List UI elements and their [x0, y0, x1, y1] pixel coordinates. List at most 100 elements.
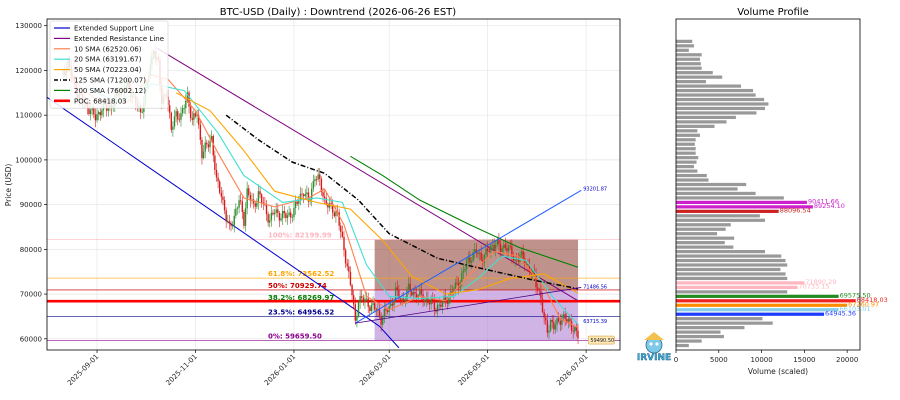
candle-body: [469, 257, 471, 263]
candle-body: [498, 239, 500, 245]
fib-level-label: 0%: 59659.50: [268, 332, 322, 340]
volume-bar-label: 64945.36: [825, 309, 856, 317]
volume-bar: [676, 66, 702, 70]
volume-bar: [676, 115, 736, 120]
candle-body: [315, 179, 318, 181]
candle-body: [517, 259, 520, 262]
volume-bar: [676, 308, 839, 312]
volume-bar: [676, 281, 805, 285]
x-tick-label: 2026-03-01: [358, 353, 392, 387]
candle-body: [428, 302, 431, 305]
volume-bar: [676, 84, 742, 88]
candle-body: [515, 259, 518, 260]
candle-body: [383, 308, 386, 318]
candle-body: [378, 309, 381, 317]
candle-body: [357, 302, 360, 317]
candle-body: [170, 112, 172, 130]
candle-body: [440, 304, 442, 307]
resistance-line: [156, 47, 579, 302]
candle-body: [351, 285, 353, 296]
volume-bar: [676, 196, 784, 200]
candle-body: [238, 200, 240, 208]
candle-body: [241, 201, 244, 213]
volume-bar: [676, 249, 766, 254]
candle-body: [281, 210, 284, 219]
candle-body: [343, 237, 345, 251]
support-line: [46, 96, 400, 349]
candle-body: [306, 192, 308, 195]
legend-box: [49, 20, 169, 109]
candle-body: [320, 178, 323, 193]
candle-body: [248, 188, 250, 196]
volume-bar: [676, 209, 779, 213]
candle-body: [553, 321, 555, 330]
candle-body: [488, 251, 490, 252]
candle-body: [172, 126, 174, 130]
sma-line: [225, 114, 579, 290]
candle-body: [546, 320, 549, 333]
candle-body: [382, 317, 384, 325]
candle-body: [288, 212, 290, 216]
volume-bar-label: 90411.66: [808, 198, 839, 206]
candle-body: [541, 298, 544, 313]
volume-bar: [676, 245, 734, 249]
mascot-eye: [655, 342, 659, 346]
candle-body: [301, 193, 303, 195]
candle-body: [325, 198, 327, 204]
candle-body: [94, 114, 97, 121]
candle-body: [557, 318, 560, 322]
candle-body: [540, 290, 542, 299]
candle-body: [257, 191, 260, 203]
candle-body: [239, 200, 242, 202]
candle-body: [139, 105, 142, 113]
candle-body: [485, 248, 487, 255]
candle-body: [549, 319, 552, 331]
candle-body: [198, 115, 200, 125]
candle-body: [96, 114, 98, 121]
volume-bar-label: 88096.54: [780, 206, 811, 214]
candle-body: [528, 264, 531, 273]
candle-body: [401, 298, 403, 300]
candle-body: [260, 194, 263, 203]
candle-body: [444, 295, 447, 302]
volume-bar: [676, 80, 706, 84]
legend-label: Extended Resistance Line: [74, 35, 164, 43]
candle-body: [561, 317, 563, 325]
candle-body: [340, 225, 342, 232]
candle-body: [214, 155, 216, 170]
candle-body: [206, 142, 208, 145]
candle-body: [314, 179, 316, 182]
candle-body: [319, 174, 321, 179]
volume-tick-label: 0: [674, 356, 678, 364]
candle-body: [283, 210, 285, 214]
volume-bar: [676, 236, 735, 240]
plot-frame: [46, 18, 621, 351]
main-chart-title: BTC-USD (Daily) : Downtrend (2026-06-26 …: [220, 7, 456, 18]
volume-bar: [676, 312, 825, 316]
candle-body: [525, 264, 528, 266]
candle-body: [495, 244, 497, 250]
candle-body: [504, 244, 507, 249]
candle-body: [223, 200, 226, 211]
candle-body: [564, 314, 566, 320]
candle-body: [293, 207, 295, 217]
candle-body: [406, 290, 408, 300]
candle-body: [399, 298, 402, 300]
candle-body: [270, 212, 273, 221]
volume-bar: [676, 294, 839, 298]
candle-body: [317, 174, 319, 180]
candle-body: [356, 316, 358, 321]
candle-body: [511, 246, 513, 257]
candle-body: [503, 244, 505, 249]
candle-body: [244, 208, 247, 226]
candle-body: [194, 113, 197, 117]
candle-body: [341, 231, 344, 238]
candle-body: [265, 204, 268, 215]
candle-body: [99, 112, 101, 116]
candle-body: [574, 327, 576, 332]
candle-body: [373, 303, 376, 310]
volume-bar: [676, 227, 726, 231]
candle-body: [493, 245, 495, 250]
candle-body: [415, 293, 418, 299]
